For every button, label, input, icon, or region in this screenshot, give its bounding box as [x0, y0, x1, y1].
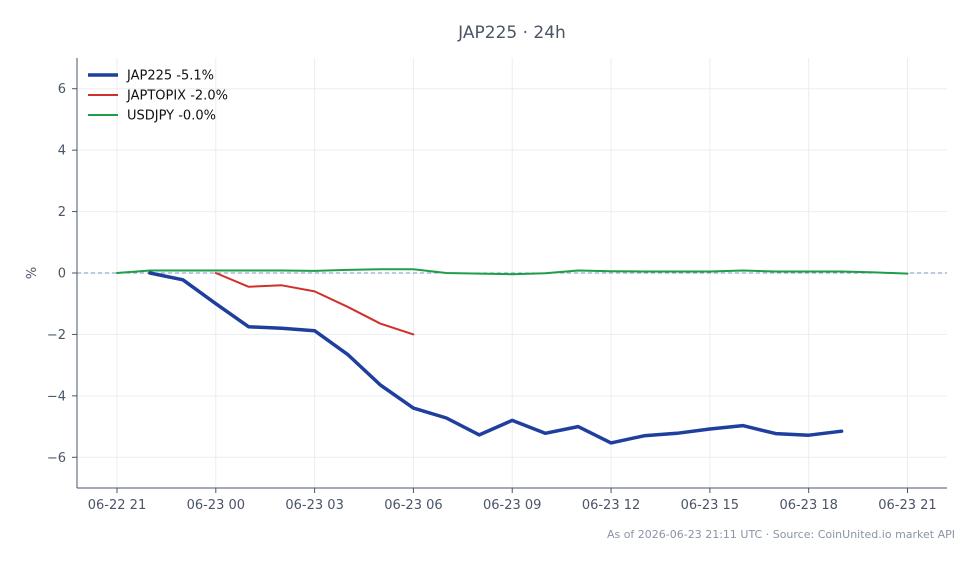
legend-label: USDJPY -0.0%	[127, 109, 216, 124]
chart-title: JAP225 · 24h	[457, 23, 566, 43]
legend-label: JAP225 -5.1%	[126, 69, 214, 84]
x-tick-label: 06-23 15	[681, 498, 739, 513]
series-layer	[116, 268, 909, 445]
y-tick-label: −4	[47, 389, 66, 404]
series-line-1	[214, 272, 415, 336]
legend-label: JAPTOPIX -2.0%	[126, 89, 228, 104]
x-tick-label: 06-23 18	[779, 498, 837, 513]
y-tick-label: 4	[58, 144, 66, 159]
legend: JAP225 -5.1% JAPTOPIX -2.0% USDJPY -0.0%	[88, 69, 228, 124]
series-line-0	[148, 271, 844, 445]
x-tick-label: 06-23 21	[878, 498, 936, 513]
footer-source: As of 2026-06-23 21:11 UTC · Source: Coi…	[607, 528, 955, 541]
y-tick-label: 6	[58, 82, 66, 97]
y-axis-label: %	[25, 267, 40, 279]
x-tick-label: 06-23 00	[187, 498, 245, 513]
y-tick-label: 2	[58, 205, 66, 220]
x-tick-label: 06-23 09	[483, 498, 541, 513]
y-tick-label: 0	[58, 267, 66, 282]
x-tick-label: 06-22 21	[88, 498, 146, 513]
series-line-2	[116, 268, 909, 276]
y-tick-label: −6	[47, 451, 66, 466]
ticks-layer: 6 4 2 0 −2 −4 −6 06-22 21 06-23 00 06-23 03 06-23 …	[47, 82, 937, 513]
x-tick-label: 06-23 12	[582, 498, 640, 513]
x-tick-label: 06-23 03	[285, 498, 343, 513]
y-tick-label: −2	[47, 328, 66, 343]
x-tick-label: 06-23 06	[384, 498, 442, 513]
